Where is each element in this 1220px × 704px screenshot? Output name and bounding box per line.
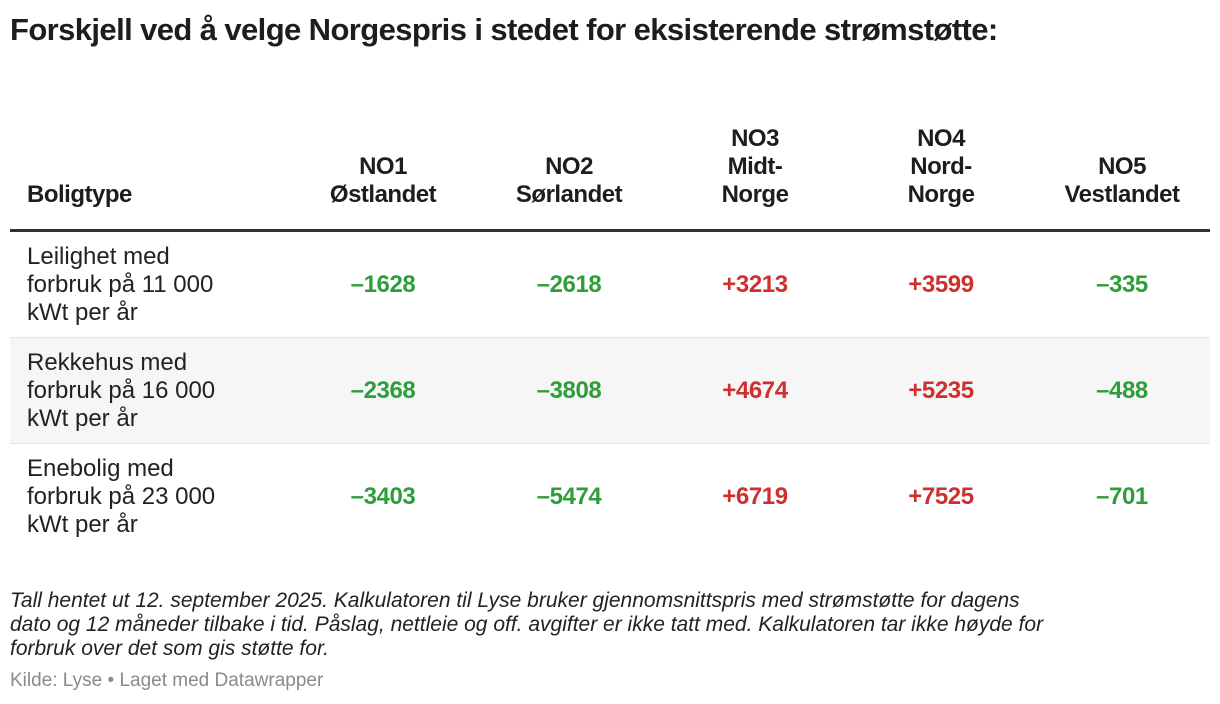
chart-notes: Tall hentet ut 12. september 2025. Kalku… — [10, 589, 1210, 661]
column-header-line: NO2 — [545, 153, 593, 180]
table-row: Leilighet med forbruk på 11 000 kWt per … — [10, 232, 1210, 338]
row-label-line: forbruk på 11 000 — [27, 270, 214, 298]
row-label-line: Rekkehus med — [27, 348, 188, 376]
value-cell: –3403 — [350, 483, 416, 510]
row-label-line: forbruk på 16 000 — [27, 376, 216, 404]
value-cell: +5235 — [908, 376, 974, 404]
value-cell: +7525 — [908, 483, 974, 510]
value-cell: –488 — [1096, 376, 1148, 404]
table-row: Rekkehus med forbruk på 16 000 kWt per å… — [10, 338, 1210, 444]
row-label-line: kWt per år — [27, 511, 138, 538]
value-cell: –1628 — [350, 270, 416, 298]
row-label: Rekkehus med forbruk på 16 000 kWt per å… — [27, 349, 257, 433]
column-header-line: Østlandet — [329, 181, 437, 208]
column-header-line: NO3 — [731, 125, 779, 152]
value-cell: +4674 — [722, 376, 788, 404]
column-header-no2: NO2 Sørlandet — [476, 153, 662, 209]
column-header-line: Norge — [721, 181, 789, 208]
row-label-line: forbruk på 23 000 — [27, 483, 216, 510]
notes-line: Tall hentet ut 12. september 2025. Kalku… — [10, 589, 1020, 612]
column-header-no3: NO3 Midt- Norge — [662, 125, 848, 209]
value-cell: –3808 — [536, 376, 602, 404]
column-header-no1: NO1 Østlandet — [290, 153, 476, 209]
data-table: Boligtype NO1 Østlandet NO2 Sørlandet NO… — [10, 125, 1210, 550]
value-cell: +3213 — [722, 270, 788, 298]
column-header-line: NO4 — [917, 125, 965, 152]
value-cell: +3599 — [908, 270, 974, 298]
column-header-line: NO5 — [1098, 153, 1146, 180]
table-row: Enebolig med forbruk på 23 000 kWt per å… — [10, 444, 1210, 550]
row-label-line: Leilighet med — [27, 242, 170, 270]
row-label: Enebolig med forbruk på 23 000 kWt per å… — [27, 455, 257, 539]
row-label: Leilighet med forbruk på 11 000 kWt per … — [27, 243, 257, 327]
value-cell: –2368 — [350, 376, 416, 404]
table-header-row: Boligtype NO1 Østlandet NO2 Sørlandet NO… — [10, 125, 1210, 232]
value-cell: –2618 — [536, 270, 602, 298]
column-header-line: Norge — [907, 181, 975, 208]
column-header-line: Nord- — [910, 153, 972, 180]
value-cell: –5474 — [536, 483, 602, 510]
column-header-line: Midt- — [727, 153, 783, 180]
row-label-cell: Enebolig med forbruk på 23 000 kWt per å… — [10, 455, 290, 539]
row-label-line: Enebolig med — [27, 455, 174, 482]
source-credit: Kilde: Lyse • Laget med Datawrapper — [10, 670, 324, 691]
row-label-line: kWt per år — [27, 404, 138, 432]
notes-line: dato og 12 måneder tilbake i tid. Påslag… — [10, 613, 1044, 636]
column-header-no5: NO5 Vestlandet — [1034, 153, 1210, 209]
value-cell: –335 — [1096, 270, 1148, 298]
column-header-line: Sørlandet — [515, 181, 623, 208]
column-header-line: Vestlandet — [1064, 181, 1180, 208]
chart-title: Forskjell ved å velge Norgespris i stede… — [10, 12, 998, 47]
row-label-cell: Rekkehus med forbruk på 16 000 kWt per å… — [10, 349, 290, 433]
row-label-cell: Leilighet med forbruk på 11 000 kWt per … — [10, 243, 290, 327]
column-header-line: NO1 — [359, 153, 407, 180]
value-cell: –701 — [1096, 483, 1148, 510]
value-cell: +6719 — [722, 483, 788, 510]
row-label-line: kWt per år — [27, 298, 138, 326]
notes-line: forbruk over det som gis støtte for. — [10, 637, 329, 660]
column-header-no4: NO4 Nord- Norge — [848, 125, 1034, 209]
column-header-boligtype: Boligtype — [27, 181, 132, 208]
